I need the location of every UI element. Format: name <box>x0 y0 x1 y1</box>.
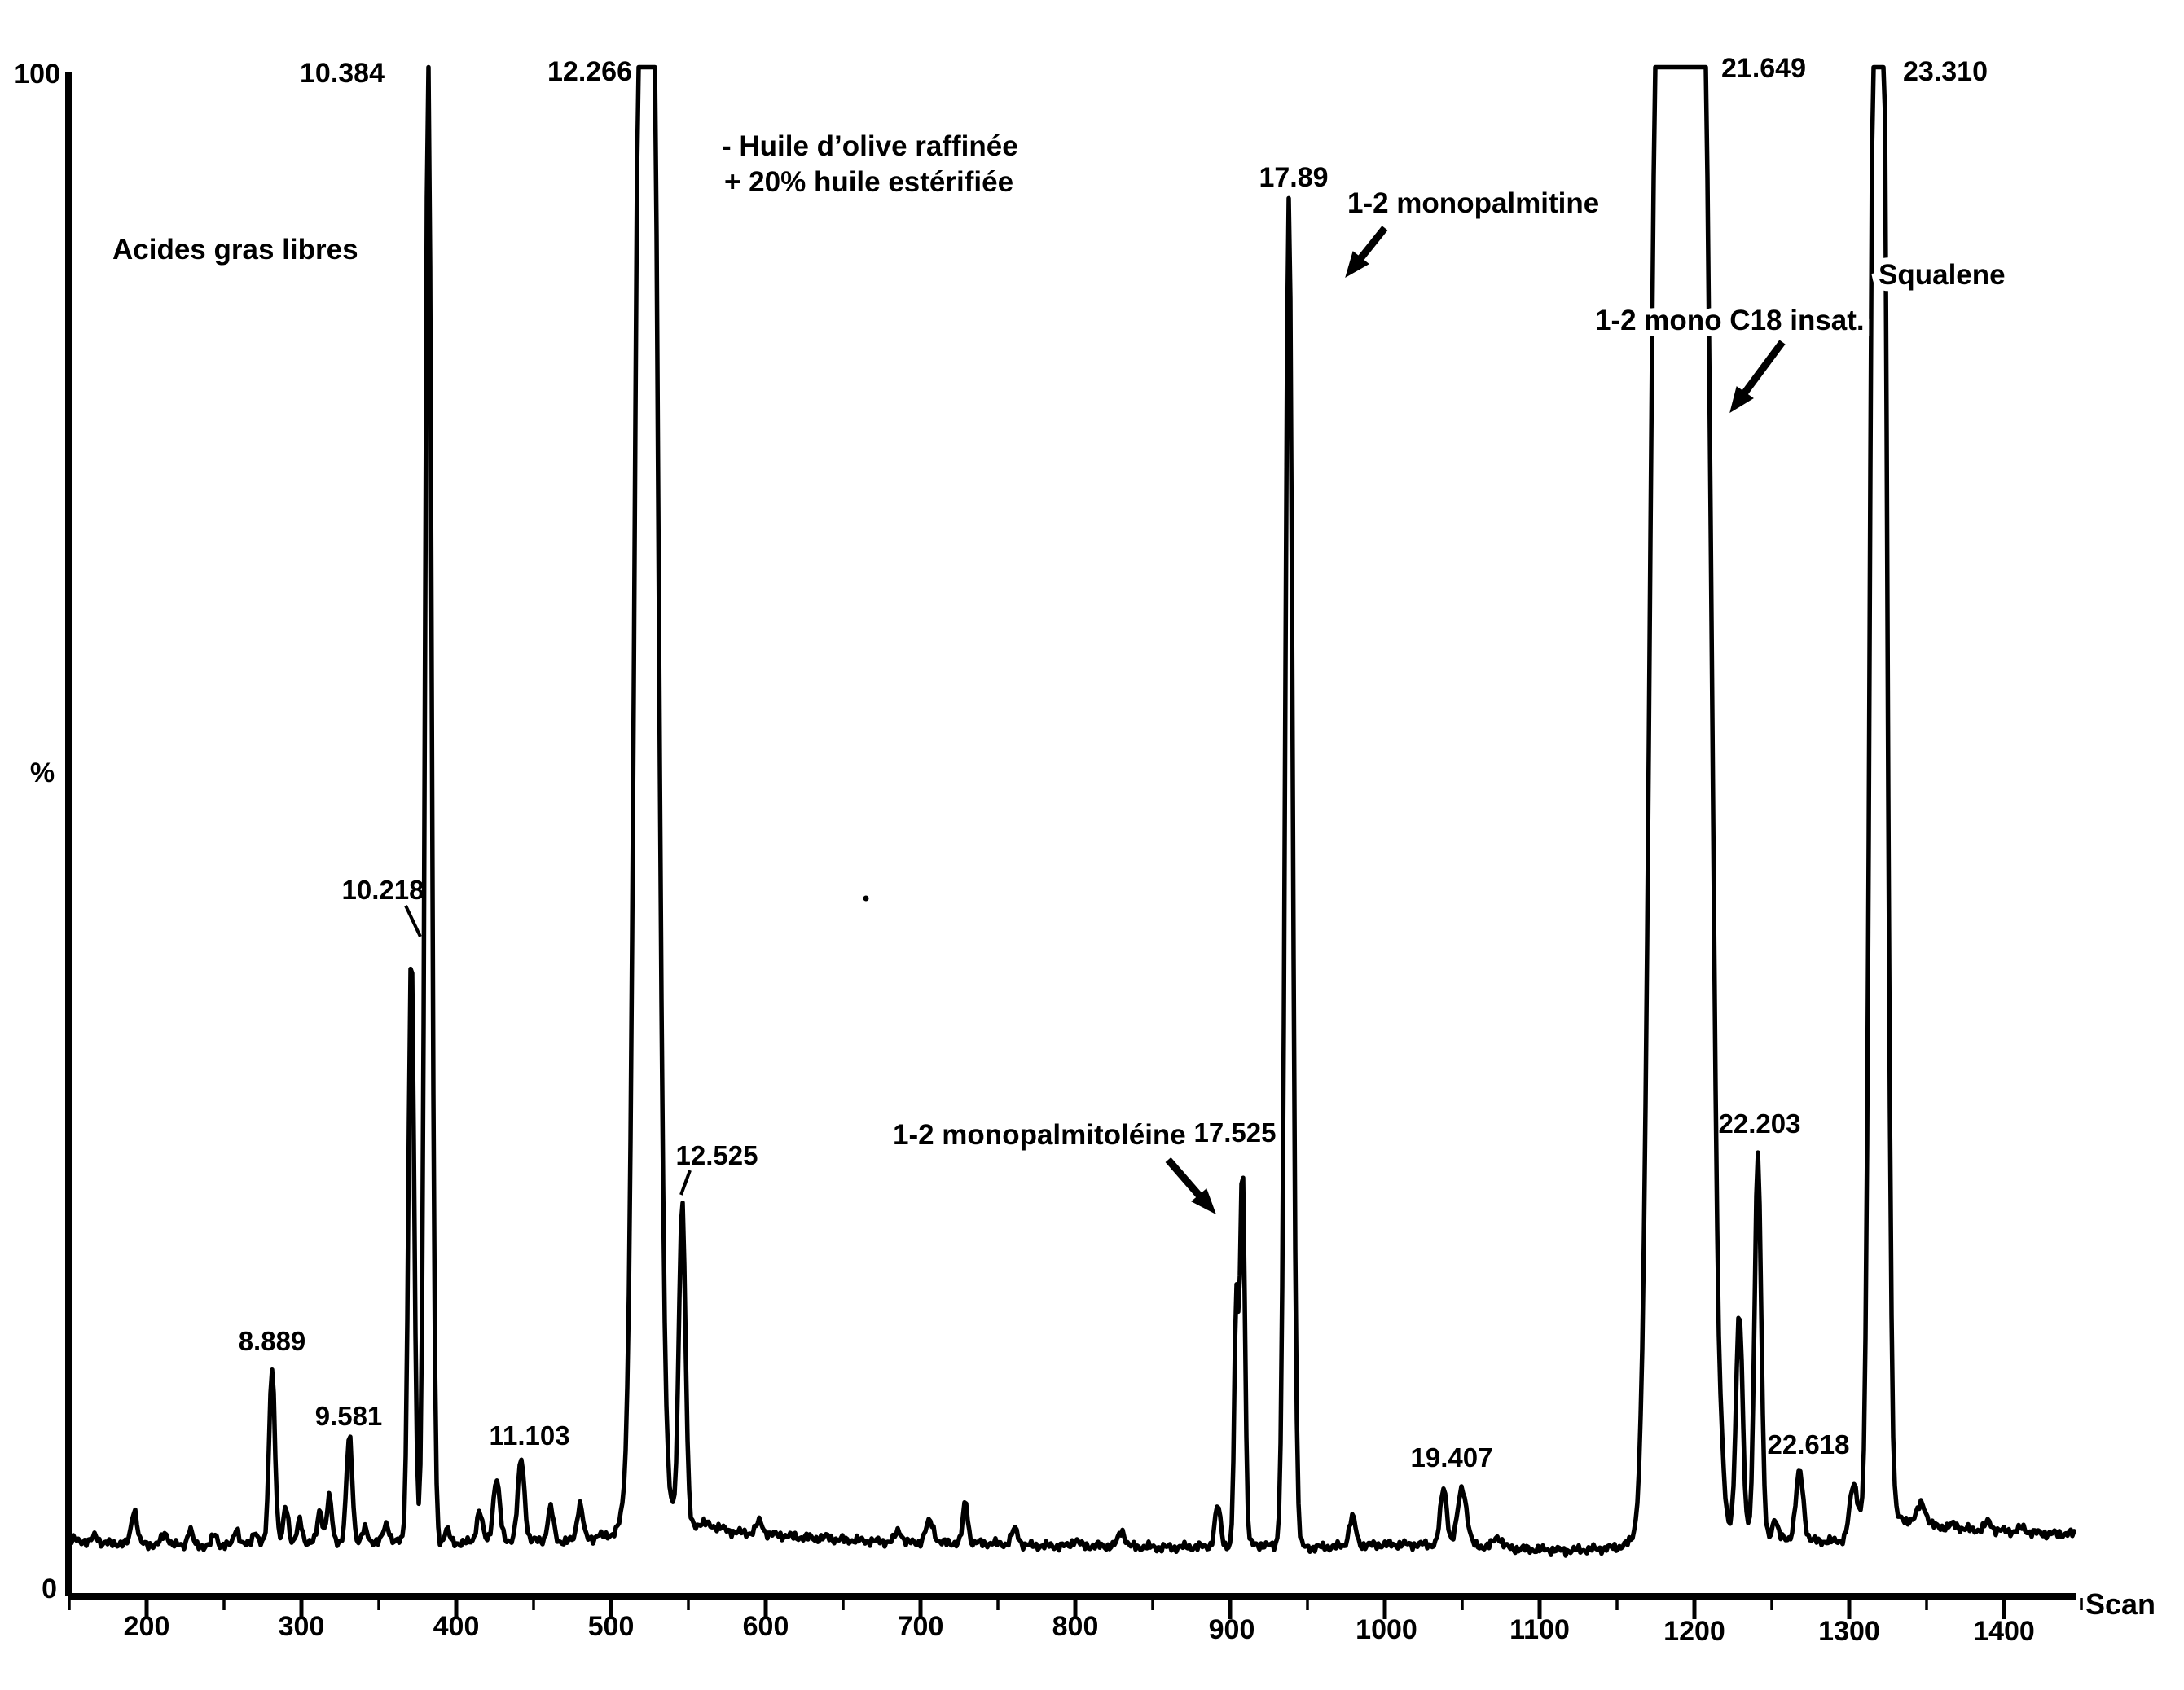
tick-label: 400 <box>433 1611 480 1642</box>
condition-annotation-line1: - Huile d’olive raffinée <box>722 130 1018 162</box>
peak-label-12.525: 12.525 <box>676 1140 758 1170</box>
tick-label: 1300 <box>1818 1616 1880 1647</box>
peak-label-9.581: 9.581 <box>315 1401 383 1431</box>
scan-artifact-dot <box>863 895 869 902</box>
y-axis-unit-label: % <box>30 757 55 788</box>
condition-annotation-line2: + 20% huile estérifiée <box>724 166 1013 198</box>
tick-label: 500 <box>588 1611 635 1642</box>
compound-label-monopalmitine: 1-2 monopalmitine <box>1347 187 1599 219</box>
compound-label-mono-c18: 1-2 mono C18 insat. <box>1595 305 1865 336</box>
peak-label-22.618: 22.618 <box>1768 1429 1850 1460</box>
x-axis-ticks <box>68 1598 2083 1619</box>
tick-label: 300 <box>279 1611 325 1642</box>
tick-label: 1400 <box>1973 1616 2035 1647</box>
peak-label-10.218: 10.218 <box>342 875 424 905</box>
pointer-line-10.218 <box>404 905 422 937</box>
peak-label-12.266: 12.266 <box>547 56 632 87</box>
peak-label-10.384: 10.384 <box>300 58 385 89</box>
tick-label: 700 <box>898 1611 944 1642</box>
peak-label-21.649: 21.649 <box>1721 53 1806 84</box>
peak-label-17.89: 17.89 <box>1259 162 1328 193</box>
peak-label-8.889: 8.889 <box>239 1326 306 1356</box>
y-axis-min-label: 0 <box>42 1574 57 1604</box>
peak-label-19.407: 19.407 <box>1411 1442 1493 1473</box>
compound-label-squalene: Squalene <box>1879 259 2006 291</box>
tick-label: 1100 <box>1509 1614 1570 1645</box>
tick-label: 900 <box>1209 1614 1255 1645</box>
annotation-arrows <box>1165 226 1786 1215</box>
tick-label: 800 <box>1052 1611 1099 1642</box>
peak-label-23.310: 23.310 <box>1903 56 1988 87</box>
sample-annotation: Acides gras libres <box>112 234 358 266</box>
monopalmitine-arrow <box>1345 226 1388 279</box>
tick-label: 600 <box>743 1611 789 1642</box>
peak-label-17.525: 17.525 <box>1194 1117 1277 1148</box>
tick-label: 1000 <box>1356 1614 1417 1645</box>
x-axis-title: Scan <box>2085 1587 2155 1621</box>
y-axis-max-label: 100 <box>14 59 60 90</box>
peak-label-22.203: 22.203 <box>1719 1108 1801 1139</box>
mono-c18-arrow <box>1729 340 1786 414</box>
chromatogram-trace <box>68 64 2076 1558</box>
compound-label-monopalmitoleine: 1-2 monopalmitoléine <box>893 1119 1186 1151</box>
monopalmitoleine-arrow <box>1165 1157 1216 1215</box>
peak-label-11.103: 11.103 <box>489 1420 569 1451</box>
tick-label: 200 <box>124 1611 170 1642</box>
x-axis-tick-labels: 200 300 400 500 600 700 800 900 1000 110… <box>124 1611 2035 1647</box>
tick-label: 1200 <box>1663 1616 1725 1647</box>
pointer-line-12.525 <box>679 1170 692 1196</box>
